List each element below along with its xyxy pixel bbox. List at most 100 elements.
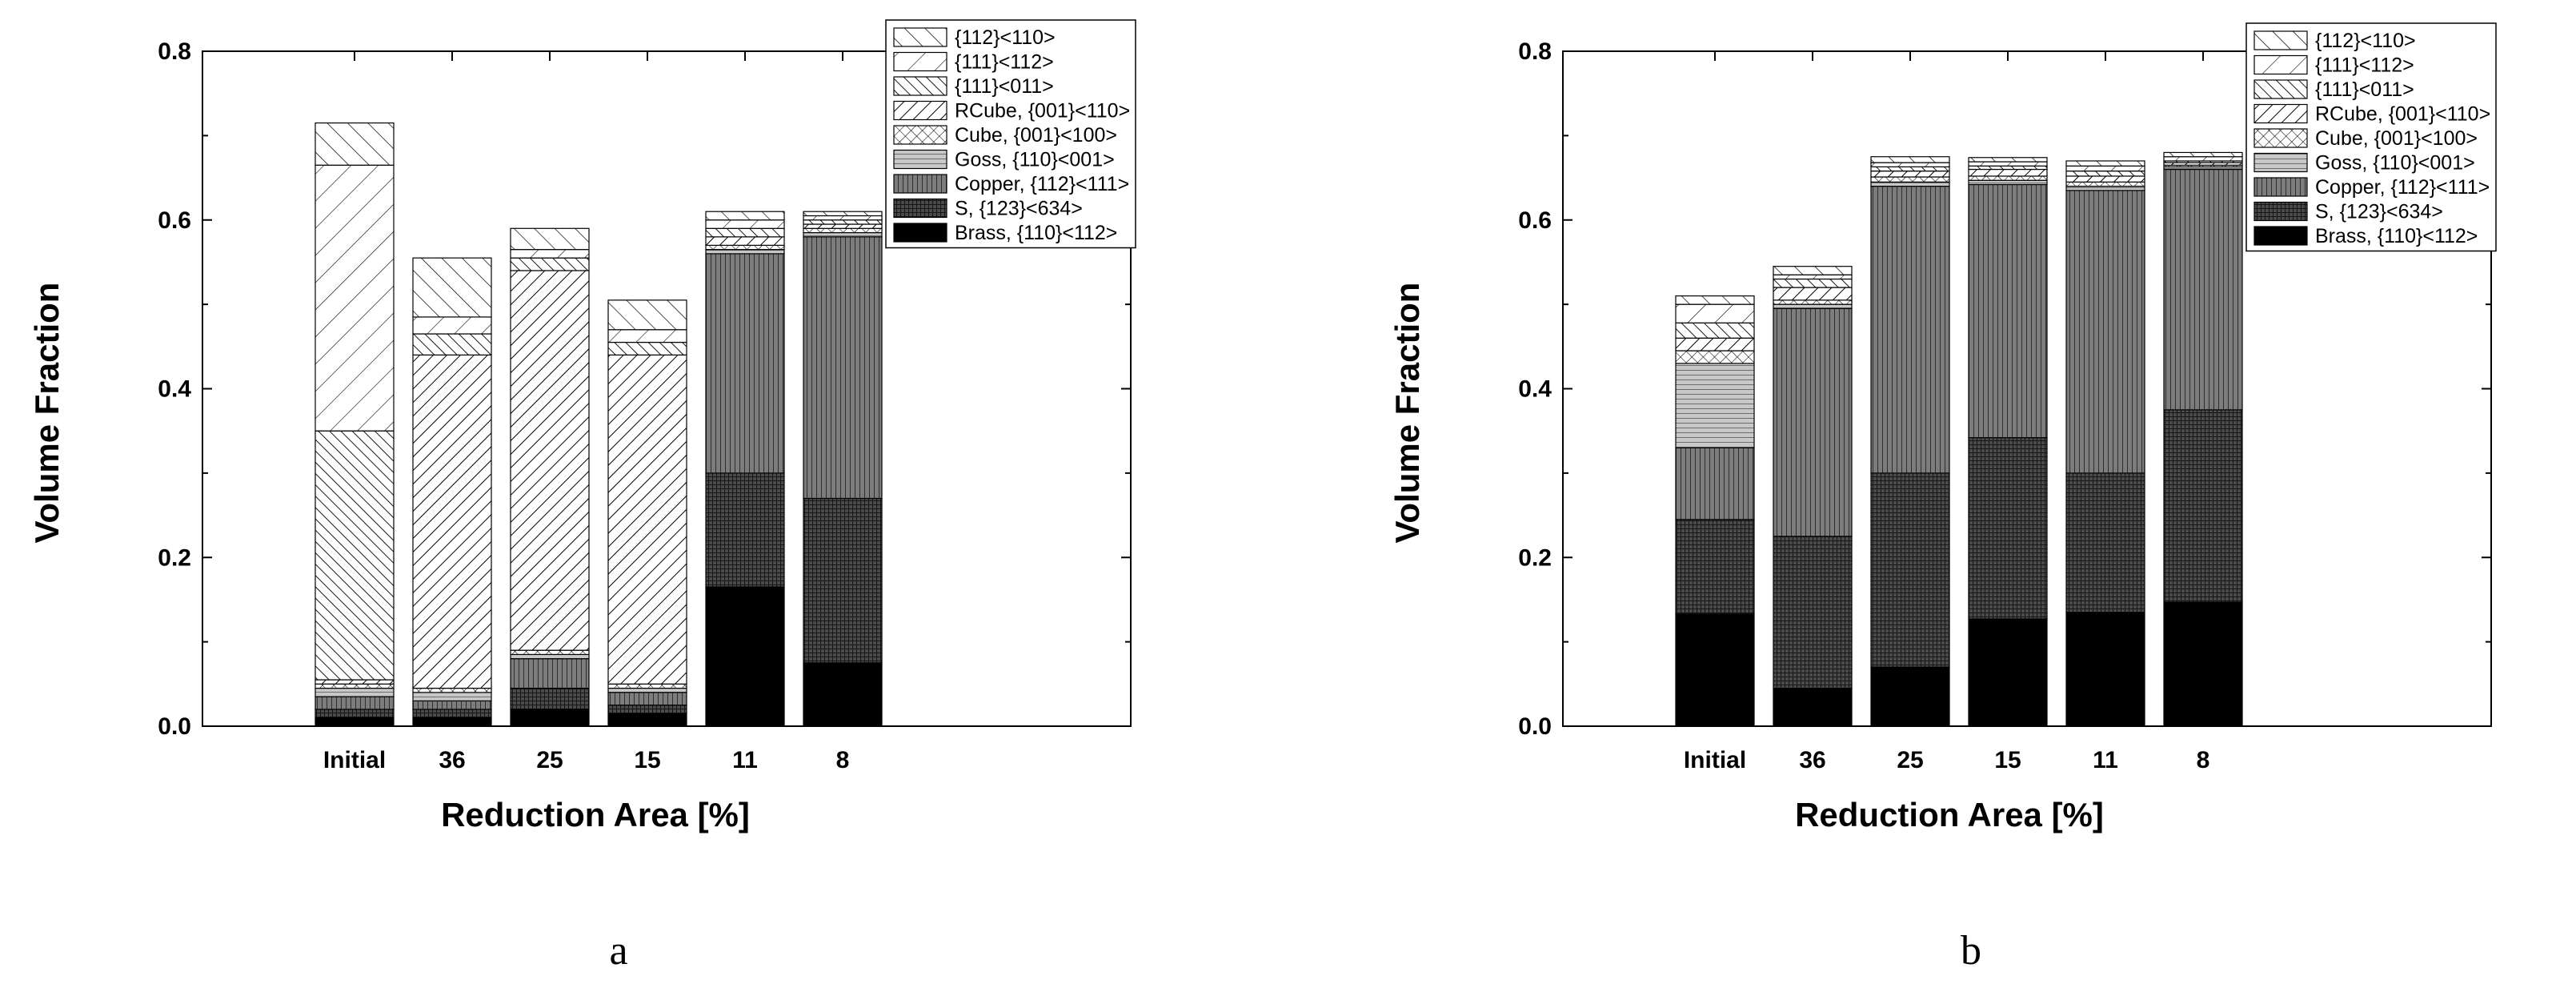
- y-tick-label: 0.8: [1518, 38, 1552, 65]
- bar-segment: [607, 341, 687, 355]
- bar-segment: [803, 215, 883, 221]
- legend-swatch: [893, 76, 947, 96]
- bar-segment: [1773, 287, 1853, 301]
- x-tick-label: 8: [836, 747, 850, 773]
- legend-swatch: [2253, 177, 2308, 197]
- bar-segment: [803, 219, 883, 225]
- bar-segment: [2065, 190, 2145, 474]
- bar-segment: [510, 653, 590, 660]
- bar-segment: [1968, 618, 2048, 727]
- bar-segment: [1870, 166, 1950, 172]
- bar-segment: [510, 658, 590, 689]
- legend-swatch: [2253, 226, 2308, 246]
- bar-segment: [1968, 157, 2048, 163]
- bar-segment: [1675, 337, 1755, 351]
- bar-segment: [1675, 447, 1755, 520]
- bar-segment: [1773, 278, 1853, 288]
- legend-label: Copper, {112}<111>: [955, 173, 1129, 195]
- bar-segment: [510, 227, 590, 251]
- legend-label: Goss, {110}<001>: [955, 149, 1115, 171]
- bar-segment: [1773, 299, 1853, 305]
- legend-label: {112}<110>: [2315, 30, 2416, 52]
- legend-swatch: [893, 27, 947, 47]
- bar-segment: [705, 244, 785, 251]
- y-tick-label: 0.6: [158, 207, 191, 234]
- legend-swatch: [893, 149, 947, 170]
- bar-segment: [1773, 307, 1853, 537]
- legend-swatch: [2253, 128, 2308, 148]
- bar-segment: [510, 249, 590, 259]
- bar-segment: [1870, 176, 1950, 183]
- legend-label: {111}<112>: [955, 51, 1054, 74]
- bar-segment: [2065, 186, 2145, 191]
- bar-segment: [314, 687, 395, 697]
- legend-label: {111}<011>: [955, 75, 1054, 98]
- legend-swatch: [893, 125, 947, 145]
- bar-segment: [2163, 409, 2243, 603]
- bar-segment: [1675, 295, 1755, 305]
- x-tick-label: 15: [634, 747, 660, 773]
- bar-segment: [314, 679, 395, 685]
- x-tick-label: 8: [2197, 747, 2210, 773]
- y-tick-label: 0.2: [158, 544, 191, 571]
- bar-segment: [412, 700, 492, 710]
- legend-swatch: [2253, 103, 2308, 124]
- legend-swatch: [2253, 152, 2308, 173]
- bar-segment: [412, 257, 492, 318]
- bar-segment: [314, 696, 395, 710]
- bar-segment: [607, 705, 687, 714]
- x-tick-label: 25: [536, 747, 563, 773]
- bar-segment: [2065, 160, 2145, 167]
- bar-segment: [1968, 161, 2048, 167]
- bar-segment: [1773, 536, 1853, 689]
- y-tick-label: 0.6: [1518, 207, 1552, 234]
- bar-segment: [314, 164, 395, 432]
- legend-label: Goss, {110}<001>: [2315, 152, 2475, 175]
- y-axis-title: Volume Fraction: [1388, 283, 1426, 544]
- bar-segment: [510, 270, 590, 651]
- legend-swatch: [893, 223, 947, 243]
- legend-label: S, {123}<634>: [955, 198, 1083, 220]
- legend-swatch: [2253, 201, 2308, 222]
- bar-segment: [607, 687, 687, 693]
- bar-segment: [412, 692, 492, 701]
- bar-segment: [705, 472, 785, 588]
- x-tick-label: Initial: [1684, 747, 1746, 773]
- y-tick-label: 0.4: [158, 376, 191, 403]
- bar-segment: [2163, 601, 2243, 727]
- y-axis-title: Volume Fraction: [28, 283, 66, 544]
- bar-segment: [412, 354, 492, 689]
- chart-panel-a: 0.0 0.2 0.4 0.6 0.8 Initial 36 25 15 11 8 Reduction…: [28, 19, 1136, 974]
- legend-swatch: [2253, 54, 2308, 75]
- bar-segment: [705, 219, 785, 229]
- bar-segment: [314, 430, 395, 681]
- legend-swatch: [2253, 79, 2308, 99]
- bar-segment: [1870, 162, 1950, 167]
- legend-label: RCube, {001}<110>: [2315, 103, 2490, 126]
- y-tick-label: 0.2: [1518, 544, 1552, 571]
- bar-segment: [412, 333, 492, 355]
- x-tick-label: Initial: [323, 747, 386, 773]
- bar-segment: [412, 709, 492, 719]
- x-tick-label: 36: [1799, 747, 1825, 773]
- bar-segment: [803, 231, 883, 238]
- panel-caption: b: [1961, 928, 1981, 974]
- bar-segment: [1968, 165, 2048, 171]
- chart-panel-b: 0.0 0.2 0.4 0.6 0.8 Initial 36 25 15 11 8 Reduction…: [1388, 22, 2497, 974]
- bar-segment: [2065, 165, 2145, 172]
- bar-segment: [2065, 175, 2145, 183]
- bar-segment: [803, 227, 883, 234]
- x-tick-label: 11: [732, 747, 758, 773]
- bar-segment: [705, 211, 785, 221]
- panel-caption: a: [609, 928, 627, 974]
- legend-label: Cube, {001}<100>: [2315, 127, 2478, 150]
- y-tick-label: 0.0: [158, 713, 191, 740]
- bar-segment: [412, 687, 492, 693]
- x-tick-label: 36: [439, 747, 465, 773]
- bar-segment: [2065, 472, 2145, 613]
- legend-label: Copper, {112}<111>: [2315, 176, 2490, 199]
- bar-segment: [314, 709, 395, 719]
- y-tick-label: 0.0: [1518, 713, 1552, 740]
- bar-segment: [1675, 519, 1755, 615]
- y-tick-label: 0.4: [1518, 376, 1552, 403]
